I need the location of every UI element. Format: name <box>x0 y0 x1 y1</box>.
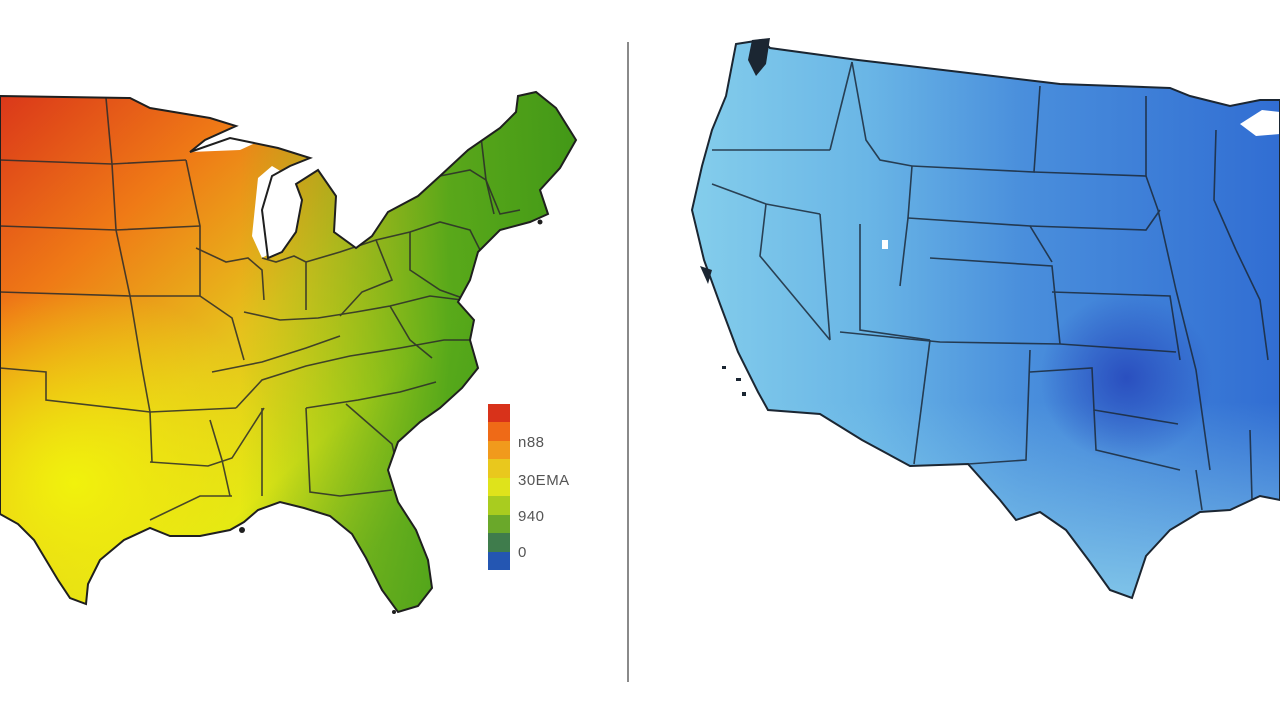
coastal-islands <box>239 219 543 614</box>
legend-label-4: 0 <box>518 544 527 561</box>
legend-swatch <box>488 551 510 570</box>
left-heat-map <box>0 91 577 614</box>
legend-color-bar <box>488 404 510 570</box>
legend-swatch <box>488 440 510 460</box>
right-heat-map <box>691 38 1280 599</box>
left-map-panel: n88 30EMA 940 0 <box>0 0 620 720</box>
legend-swatch <box>488 533 510 552</box>
legend-swatch <box>488 496 510 515</box>
legend-swatch <box>488 514 510 534</box>
pacific-islands <box>700 38 770 396</box>
legend-swatch <box>488 404 510 423</box>
legend-label-2: 30EMA <box>518 472 570 489</box>
legend-label-1: n88 <box>518 434 545 451</box>
legend-swatch <box>488 459 510 478</box>
color-legend: n88 30EMA 940 0 <box>488 404 628 574</box>
legend-label-3: 940 <box>518 508 545 525</box>
legend-swatch <box>488 422 510 441</box>
legend-swatch <box>488 477 510 497</box>
right-map-panel <box>636 0 1280 720</box>
panel-divider <box>627 42 629 682</box>
